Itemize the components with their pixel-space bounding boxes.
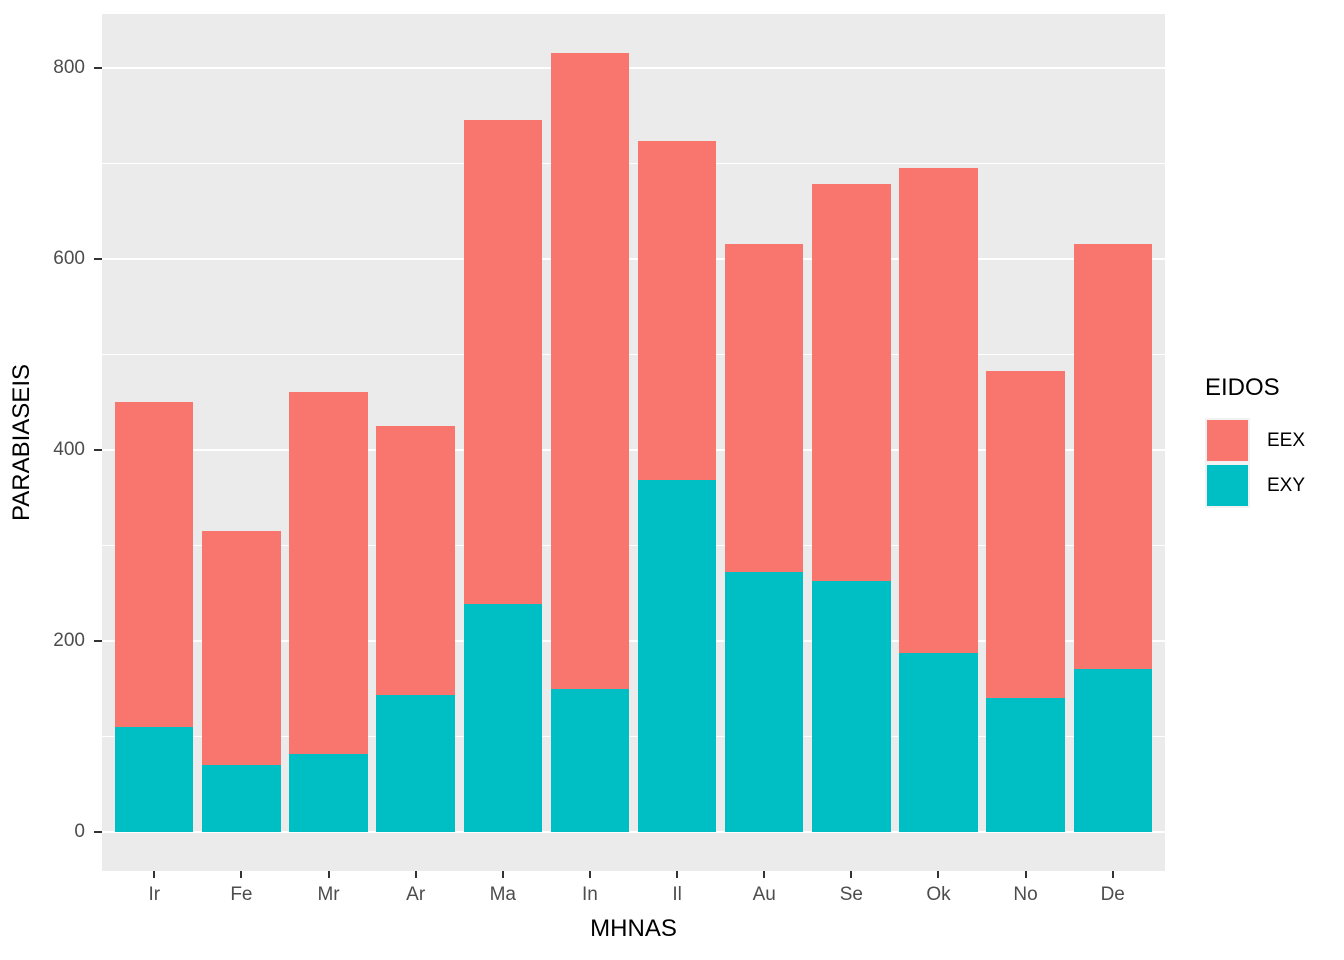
bar-segment-exy-Ma [463,604,542,832]
bar-Mr [289,392,368,832]
bar-segment-eex-Se [812,184,891,581]
bar-segment-eex-Ok [899,167,978,654]
x-tick-label-Au: Au [752,884,776,905]
x-tick-label-De: De [1100,884,1125,905]
bar-segment-exy-Fe [202,764,281,832]
x-tick-label-In: In [581,884,598,905]
y-axis-title: PARABIASEIS [4,14,40,871]
x-tick-label-Se: Se [839,884,863,905]
x-tick-label-No: No [1013,884,1038,905]
y-tick-mark-200 [94,639,102,642]
legend-label-exy: EXY [1267,474,1306,496]
bar-segment-exy-Ok [899,653,978,832]
y-tick-label-200: 200 [53,629,85,651]
x-axis: MHNAS Ir Fe Mr Ar Ma In Il Au Se Ok No De [102,871,1165,960]
x-tick-mark-Ma [501,871,504,878]
gridline-major-600 [102,257,1165,260]
x-tick-label-Mr: Mr [317,884,340,905]
x-axis-title: MHNAS [590,915,677,942]
bar-segment-eex-Au [724,244,804,572]
bar-No [986,371,1065,832]
gridline-major-800 [102,66,1165,69]
legend-label-eex: EEX [1267,429,1306,451]
bar-Ma [463,120,542,832]
bar-segment-eex-In [550,53,630,689]
bar-segment-eex-Ma [463,120,542,605]
bar-segment-eex-Il [637,141,717,481]
bar-segment-eex-Ar [376,425,455,696]
gridline-minor-100 [102,735,1165,737]
bar-segment-exy-Mr [289,753,368,832]
x-tick-mark-Au [763,871,766,878]
x-tick-label-Ar: Ar [406,884,426,905]
x-tick-mark-No [1024,871,1027,878]
bar-segment-exy-Au [724,571,804,832]
y-tick-mark-0 [94,830,102,833]
legend-key-exy [1205,463,1250,508]
x-tick-mark-De [1111,871,1114,878]
bar-In [550,53,630,832]
x-tick-label-Fe: Fe [230,884,253,905]
plot-panel [102,14,1165,871]
x-tick-label-Ok: Ok [926,884,951,905]
legend-key-eex [1205,418,1250,463]
x-tick-mark-Mr [327,871,330,878]
legend-title: EIDOS [1205,374,1280,401]
gridline-minor-300 [102,544,1165,546]
bar-segment-exy-Se [812,580,891,832]
gridline-minor-700 [102,162,1165,164]
bar-segment-exy-Ar [376,695,455,832]
y-tick-label-0: 0 [74,820,85,842]
x-tick-mark-Ar [414,871,417,878]
bar-Ok [899,167,978,832]
legend: EIDOS EEX EXY [1205,374,1343,508]
bar-segment-exy-De [1073,669,1152,832]
y-tick-mark-800 [94,66,102,69]
bar-segment-exy-No [986,698,1065,832]
bar-segment-exy-Il [637,480,717,832]
x-tick-mark-Ok [937,871,940,878]
bar-Il [637,141,717,832]
y-axis: 0 200 400 600 800 [0,14,102,871]
x-tick-mark-Se [850,871,853,878]
y-tick-mark-400 [94,448,102,451]
x-tick-mark-Ir [153,871,156,878]
bar-Se [812,184,891,832]
bar-Fe [202,530,281,832]
gridline-major-400 [102,448,1165,451]
bar-segment-eex-No [986,371,1065,699]
x-tick-label-Ir: Ir [148,884,161,905]
bar-segment-eex-Fe [202,530,281,765]
x-tick-label-Ma: Ma [489,884,516,905]
legend-entries: EEX EXY [1205,418,1343,508]
bar-Ar [376,425,455,832]
x-tick-mark-In [588,871,591,878]
legend-swatch-eex [1207,420,1248,461]
x-tick-label-Il: Il [672,884,682,905]
bar-De [1073,244,1152,832]
gridline-major-200 [102,639,1165,642]
x-tick-mark-Il [676,871,679,878]
bar-segment-exy-In [550,688,630,832]
y-tick-label-800: 800 [53,56,85,78]
gridline-minor-500 [102,353,1165,355]
legend-entry-eex: EEX [1205,418,1343,463]
bar-segment-eex-Mr [289,392,368,754]
bar-segment-eex-De [1073,244,1152,670]
bar-segment-eex-Ir [115,401,194,727]
y-tick-label-600: 600 [53,247,85,269]
y-tick-label-400: 400 [53,438,85,460]
legend-entry-exy: EXY [1205,463,1343,508]
gridline-major-0 [102,830,1165,833]
y-axis-title-text: PARABIASEIS [8,364,35,521]
legend-swatch-exy [1207,465,1248,506]
bar-Ir [115,401,194,832]
bar-Au [724,244,804,832]
x-tick-mark-Fe [240,871,243,878]
bar-segment-exy-Ir [115,726,194,832]
y-tick-mark-600 [94,257,102,260]
